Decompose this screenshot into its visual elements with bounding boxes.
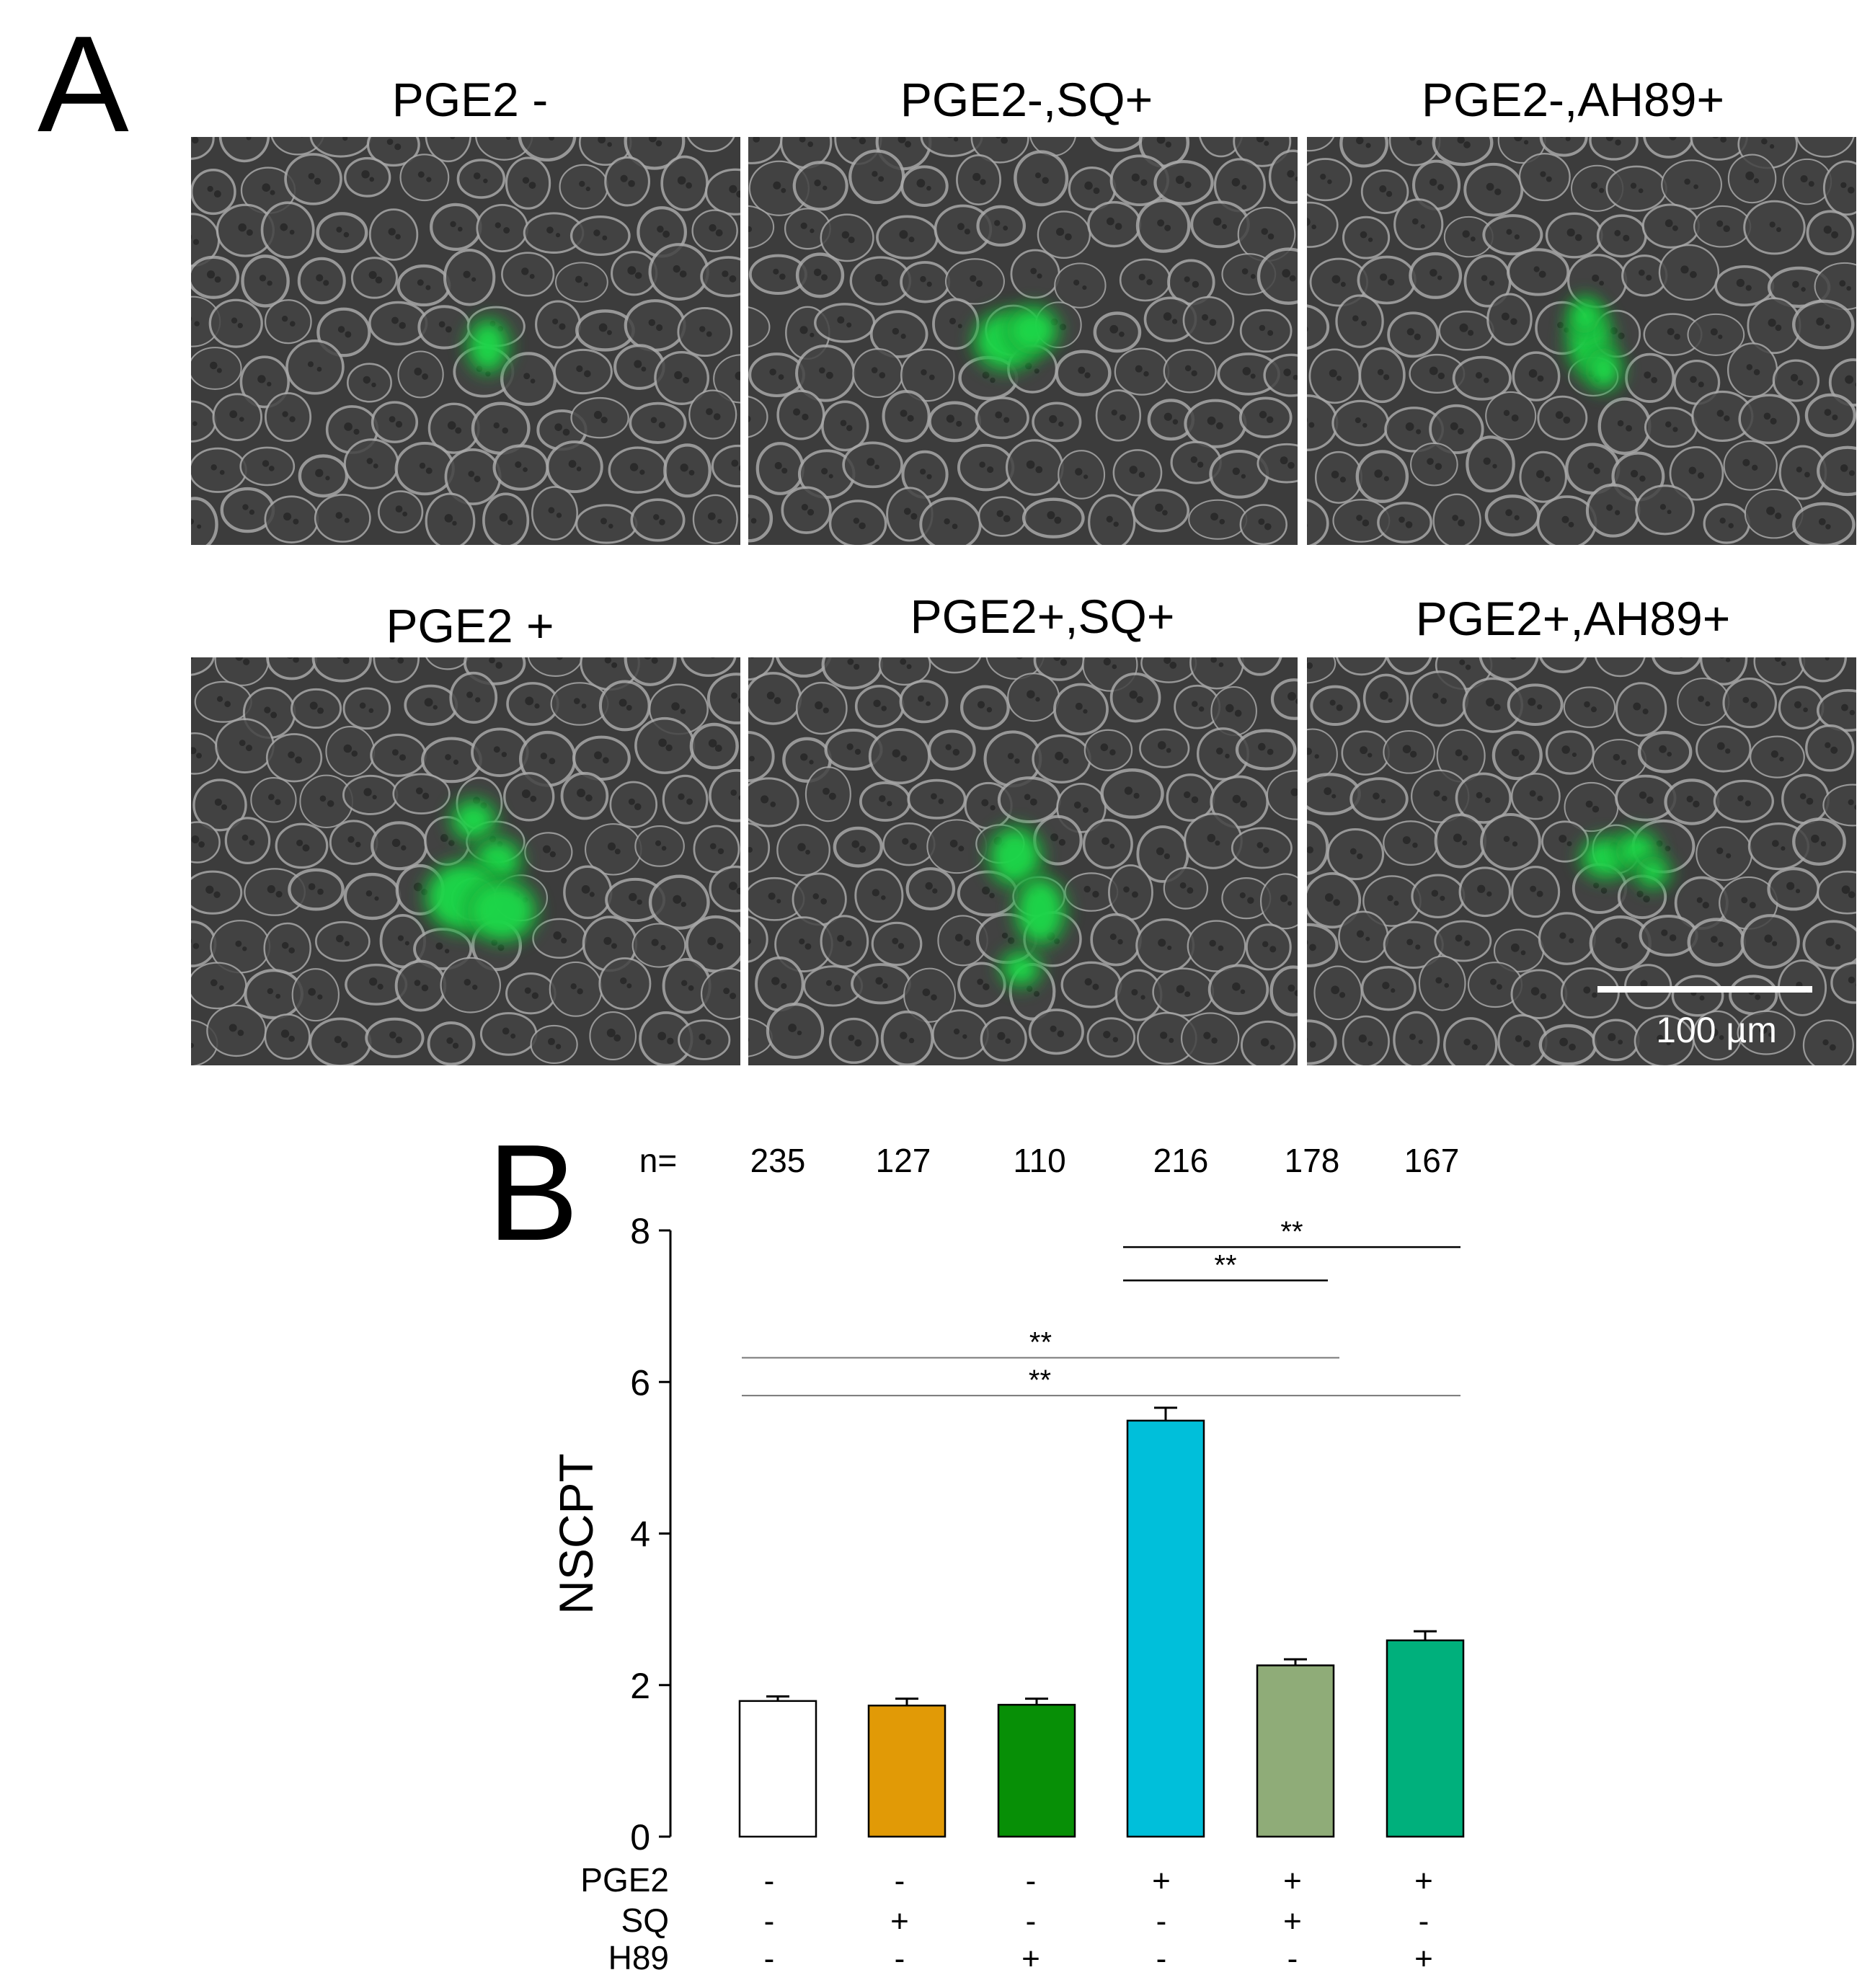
n-value: 167 [1404,1142,1460,1179]
condition-symbol: - [1156,1904,1167,1939]
fluorescent-cells [1574,825,1676,895]
micrograph-title-pge2-plus-ah89: PGE2+,AH89+ [1415,592,1731,645]
y-tick-label: 8 [630,1211,650,1251]
condition-symbol: - [764,1863,775,1899]
fluorescent-cells [461,313,515,379]
condition-symbol: - [1026,1904,1037,1939]
significance-bracket: ** [1123,1216,1460,1248]
condition-symbol: + [1414,1941,1433,1976]
condition-row-label: PGE2 [580,1861,669,1899]
y-axis-label: NSCPT [549,1453,603,1615]
bar [1256,1664,1335,1838]
condition-symbol: + [1021,1941,1040,1976]
y-tick-label: 4 [630,1514,650,1555]
bar [738,1700,817,1838]
y-tick-label: 0 [630,1817,650,1858]
n-value: 235 [750,1142,806,1179]
micrograph-title-pge2-minus-sq: PGE2-,SQ+ [900,73,1153,126]
cell-outline-layer [191,657,740,1065]
condition-symbol: + [1414,1863,1433,1899]
error-bar [1284,1658,1307,1666]
condition-symbol: + [1283,1863,1302,1899]
significance-label: ** [1214,1249,1236,1281]
y-tick-label: 2 [630,1666,650,1706]
cell-outline-layer [748,657,1298,1065]
condition-symbol: - [1156,1941,1167,1976]
error-bar [895,1698,918,1706]
n-value: 178 [1285,1142,1340,1179]
fluorescent-cells [419,793,543,949]
cell-outline-layer [1307,137,1856,545]
condition-symbol: - [895,1863,905,1899]
micrograph-title-pge2-minus-ah89: PGE2-,AH89+ [1421,73,1725,126]
bar [997,1703,1076,1838]
micrograph-image-6 [1307,657,1856,1065]
micrograph-title-pge2-plus-sq: PGE2+,SQ+ [910,590,1175,643]
bar [1126,1419,1205,1838]
cell-outline-layer [191,137,740,545]
significance-label: ** [1029,1327,1052,1359]
panel-a-label: A [37,8,129,161]
n-value: 216 [1153,1142,1209,1179]
micrograph-title-pge2-plus: PGE2 + [386,599,554,652]
condition-symbol: + [1152,1863,1171,1899]
fluorescent-cells [967,300,1065,377]
n-value: 110 [1013,1142,1065,1179]
panel-b-label: B [487,1117,579,1269]
condition-symbol: - [1287,1941,1298,1976]
cell-outline-layer [1307,657,1856,1065]
n-value: 127 [876,1142,931,1179]
scale-bar [1597,986,1812,993]
significance-bracket: ** [1123,1249,1328,1282]
condition-symbol: - [764,1904,775,1939]
scale-bar-label: 100 µm [1656,1010,1777,1050]
condition-symbol: + [1283,1904,1302,1939]
bar [867,1704,947,1838]
condition-row-label: SQ [621,1902,669,1939]
fluorescent-cells [1561,291,1628,396]
micrograph-image-2 [748,137,1298,545]
bar [1386,1639,1465,1838]
micrograph-title-pge2-minus: PGE2 - [391,73,549,126]
y-tick-label: 6 [630,1362,650,1403]
micrograph-image-4 [191,657,740,1065]
cell-outline-layer [748,137,1298,545]
fluorescent-cells [982,820,1072,993]
condition-symbol: + [890,1904,909,1939]
condition-symbol: - [764,1941,775,1976]
condition-symbol: - [895,1941,905,1976]
condition-symbol: - [1419,1904,1429,1939]
error-bar [1414,1630,1437,1641]
micrograph-image-1 [191,137,740,545]
significance-bracket: ** [742,1364,1460,1397]
significance-bracket: ** [742,1327,1339,1359]
n-label: n= [639,1142,677,1179]
micrograph-image-5 [748,657,1298,1065]
error-bar [766,1695,789,1701]
condition-row-label: H89 [608,1939,669,1976]
error-bar [1154,1406,1177,1421]
condition-symbol: - [1026,1863,1037,1899]
significance-label: ** [1029,1364,1051,1396]
micrograph-image-3 [1307,137,1856,545]
significance-label: ** [1280,1216,1303,1248]
error-bar [1025,1698,1048,1705]
